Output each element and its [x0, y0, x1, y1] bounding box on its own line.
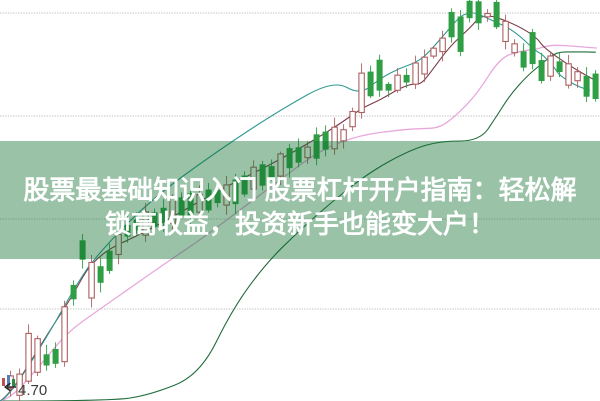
- svg-text:4.70: 4.70: [18, 382, 47, 399]
